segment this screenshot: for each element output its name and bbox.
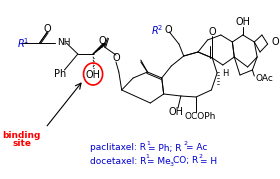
Text: 2: 2 (184, 141, 188, 146)
Text: paclitaxel: R: paclitaxel: R (90, 144, 146, 153)
Text: O: O (112, 53, 120, 63)
Text: = Ac: = Ac (186, 144, 207, 153)
Text: CO; R: CO; R (173, 156, 199, 166)
Text: OH: OH (86, 70, 101, 80)
Text: R$^1$: R$^1$ (17, 36, 29, 50)
Text: O: O (43, 24, 51, 34)
Text: O: O (165, 25, 172, 35)
Text: O: O (99, 36, 106, 46)
Text: OH: OH (169, 107, 184, 117)
Text: O: O (209, 27, 216, 37)
Text: = H: = H (200, 156, 217, 166)
Text: NH: NH (57, 37, 70, 47)
Text: 3: 3 (169, 161, 173, 166)
Text: 1: 1 (146, 141, 150, 146)
Text: OAc: OAc (255, 74, 273, 83)
Text: binding: binding (2, 130, 41, 139)
Text: Ph: Ph (53, 69, 66, 79)
Text: OCOPh: OCOPh (184, 112, 216, 120)
Text: = Ph; R: = Ph; R (148, 144, 182, 153)
Text: R$^2$: R$^2$ (151, 23, 164, 37)
Text: H: H (223, 69, 229, 78)
Text: O: O (272, 37, 279, 47)
Text: OH: OH (235, 17, 250, 27)
Text: site: site (12, 139, 31, 149)
Text: = Me: = Me (148, 156, 171, 166)
Text: docetaxel: R: docetaxel: R (90, 156, 147, 166)
Text: 2: 2 (198, 154, 202, 159)
Text: 1: 1 (146, 154, 150, 159)
